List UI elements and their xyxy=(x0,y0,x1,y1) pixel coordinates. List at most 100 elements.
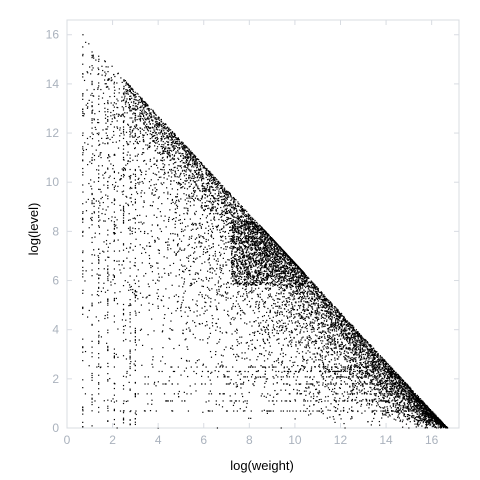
data-point xyxy=(213,216,215,218)
data-point xyxy=(108,274,110,276)
data-point xyxy=(205,238,207,241)
data-point xyxy=(123,267,125,269)
data-point xyxy=(296,292,299,295)
data-point xyxy=(204,194,207,196)
data-point xyxy=(273,328,275,330)
data-point xyxy=(291,295,293,297)
data-point xyxy=(230,229,232,231)
data-point xyxy=(226,264,228,266)
data-point xyxy=(109,377,111,380)
data-point xyxy=(236,332,238,334)
data-point xyxy=(376,380,379,382)
data-point xyxy=(406,402,409,405)
data-point xyxy=(350,418,352,420)
data-point xyxy=(349,339,352,341)
data-point xyxy=(215,403,217,405)
data-point xyxy=(401,398,404,400)
data-point xyxy=(205,217,207,219)
data-point xyxy=(141,223,144,225)
data-point xyxy=(325,383,327,386)
data-point xyxy=(217,282,219,284)
data-point xyxy=(266,338,269,340)
data-point xyxy=(188,269,190,272)
data-point xyxy=(157,305,159,307)
data-point xyxy=(383,384,385,387)
data-point xyxy=(362,399,364,401)
data-point xyxy=(258,303,260,305)
data-point xyxy=(242,220,244,223)
data-point xyxy=(430,419,432,421)
data-point xyxy=(142,206,144,208)
data-point xyxy=(390,373,392,375)
data-point xyxy=(276,266,278,269)
data-point xyxy=(166,187,168,189)
data-point xyxy=(318,390,320,392)
data-point xyxy=(404,399,407,401)
data-point xyxy=(295,341,297,343)
data-point xyxy=(220,271,222,274)
data-point xyxy=(214,197,216,199)
data-point xyxy=(278,319,280,322)
data-point xyxy=(377,384,379,386)
data-point xyxy=(224,220,226,222)
data-point xyxy=(262,247,264,250)
data-point xyxy=(204,301,206,303)
data-point xyxy=(405,407,407,409)
data-point xyxy=(259,296,261,298)
data-point xyxy=(354,399,356,401)
data-point xyxy=(216,229,218,231)
data-point xyxy=(250,230,252,232)
data-point xyxy=(149,257,151,260)
data-point xyxy=(416,397,418,400)
data-point xyxy=(96,294,98,296)
data-point xyxy=(116,227,118,229)
data-point xyxy=(217,363,219,365)
data-point xyxy=(148,142,151,144)
data-point xyxy=(264,301,267,303)
data-point xyxy=(349,344,351,346)
data-point xyxy=(356,373,358,375)
data-point xyxy=(340,369,342,371)
data-point xyxy=(412,415,414,417)
data-point xyxy=(322,331,324,333)
data-point xyxy=(254,223,256,225)
data-point xyxy=(82,149,85,152)
data-point xyxy=(384,365,386,367)
data-point xyxy=(411,400,413,402)
data-point xyxy=(232,295,234,297)
data-point xyxy=(172,262,175,265)
data-point xyxy=(132,227,134,229)
data-point xyxy=(118,264,120,266)
data-point xyxy=(294,305,296,307)
data-point xyxy=(326,385,328,387)
data-point xyxy=(202,363,205,365)
data-point xyxy=(264,265,267,267)
data-point xyxy=(334,334,336,337)
data-point xyxy=(291,322,293,324)
data-point xyxy=(117,172,120,174)
data-point xyxy=(237,285,239,287)
data-point xyxy=(92,95,94,97)
data-point xyxy=(91,410,93,412)
data-point xyxy=(347,393,349,395)
data-point xyxy=(137,142,139,145)
data-point xyxy=(308,289,311,291)
data-point xyxy=(425,416,427,418)
data-point xyxy=(141,252,143,254)
data-point xyxy=(352,350,354,352)
data-point xyxy=(443,424,446,426)
data-point xyxy=(257,296,259,298)
data-point xyxy=(279,266,282,268)
data-point xyxy=(195,372,198,375)
data-point xyxy=(279,305,281,308)
data-point xyxy=(250,305,252,307)
data-point xyxy=(407,401,409,403)
data-point xyxy=(275,253,278,255)
data-point xyxy=(111,118,113,120)
data-point xyxy=(179,238,181,240)
data-point xyxy=(160,230,163,233)
data-point xyxy=(123,80,125,82)
data-point xyxy=(210,372,212,374)
data-point xyxy=(134,107,136,109)
data-point xyxy=(113,240,115,243)
